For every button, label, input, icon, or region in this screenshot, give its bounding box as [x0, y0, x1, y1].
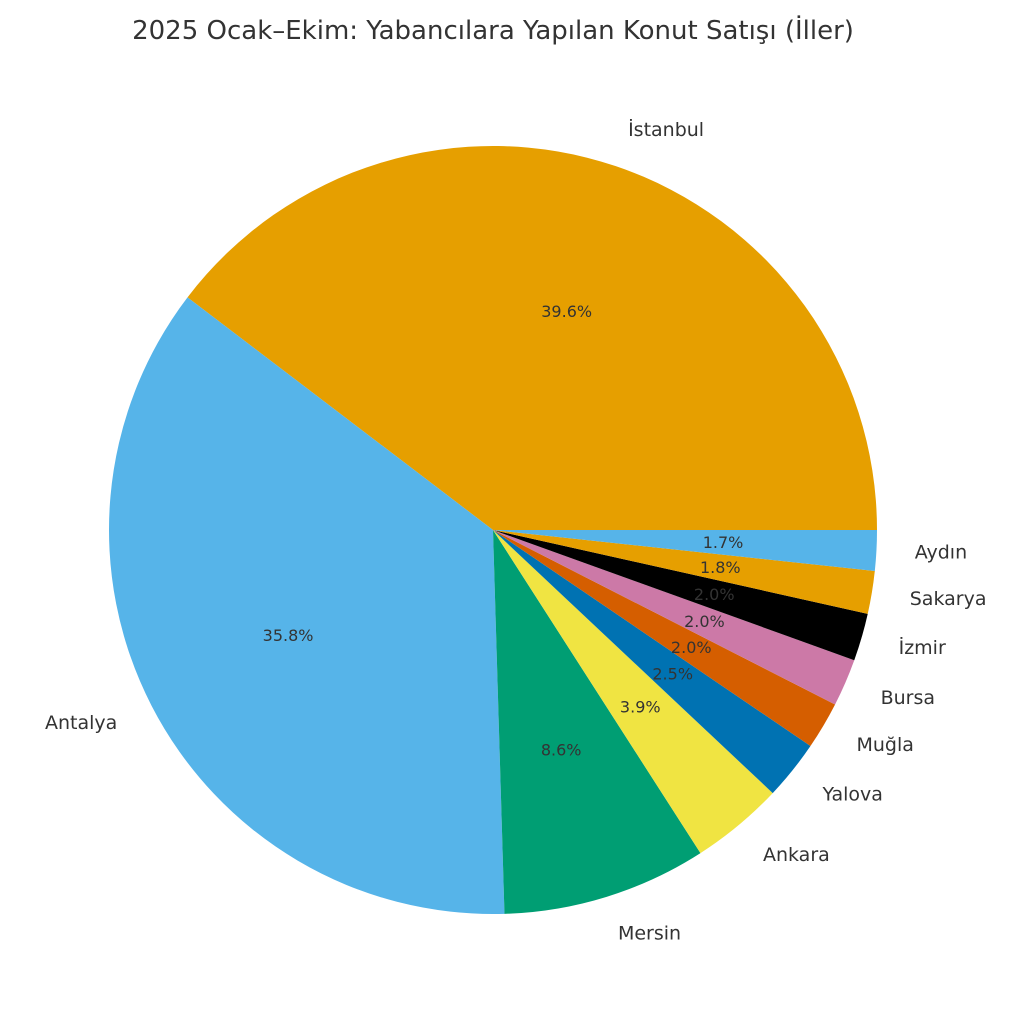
- pie-slice: [493, 530, 836, 747]
- slice-label: Yalova: [821, 783, 882, 805]
- slice-label: Antalya: [45, 712, 117, 734]
- slice-label: Mersin: [618, 922, 681, 944]
- percentage-label: 2.5%: [652, 665, 693, 684]
- pie-slice: [493, 530, 773, 854]
- pie-slice: [493, 530, 877, 571]
- percentage-label: 2.0%: [671, 638, 712, 657]
- slice-label: Ankara: [763, 844, 830, 866]
- pie-slice: [493, 530, 855, 705]
- percentage-label: 8.6%: [541, 741, 582, 760]
- pie-slice: [187, 145, 877, 530]
- pie-slices: [108, 145, 877, 915]
- pie-slice: [493, 530, 701, 914]
- pie-slice: [493, 530, 875, 614]
- slice-label: İzmir: [899, 636, 946, 659]
- slice-label: İstanbul: [628, 118, 704, 141]
- percentage-labels: 39.6% 35.8% 8.6% 3.9% 2.5% 2.0% 2.0% 2.0% 1.8% 1.…: [263, 302, 744, 759]
- percentage-label: 39.6%: [541, 302, 592, 321]
- slice-label: Sakarya: [910, 588, 987, 610]
- pie-slice: [108, 297, 505, 915]
- percentage-label: 1.7%: [703, 533, 744, 552]
- percentage-label: 3.9%: [620, 698, 661, 717]
- percentage-label: 2.0%: [684, 612, 725, 631]
- slice-label: Aydın: [915, 542, 967, 564]
- percentage-label: 35.8%: [263, 626, 314, 645]
- pie-slice: [493, 530, 868, 661]
- pie-slice: [493, 530, 811, 794]
- slice-labels: İstanbul Antalya Mersin Ankara Yalova Muğla Bu…: [45, 118, 986, 945]
- slice-label: Muğla: [856, 734, 913, 756]
- chart-title: 2025 Ocak–Ekim: Yabancılara Yapılan Konu…: [132, 14, 854, 46]
- slice-label: Bursa: [881, 687, 935, 709]
- percentage-label: 1.8%: [700, 558, 741, 577]
- percentage-label: 2.0%: [694, 585, 735, 604]
